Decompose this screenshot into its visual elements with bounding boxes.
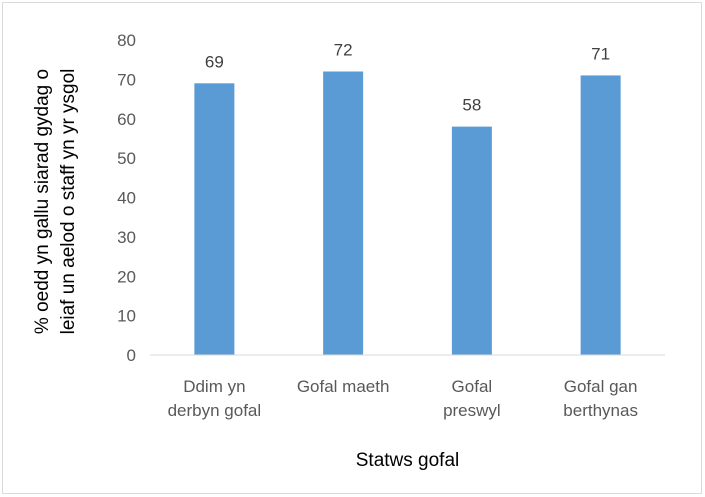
y-tick-label: 40 — [117, 189, 136, 208]
x-category-label: Gofal preswyl — [443, 377, 501, 420]
y-tick-label: 50 — [117, 149, 136, 168]
x-axis-categories: Ddim yn derbyn gofal Gofal maeth Gofal presw… — [168, 377, 638, 420]
y-axis-title: % oedd yn gallu siarad gydag o leiaf un a… — [32, 69, 79, 335]
x-category-label: Ddim yn derbyn gofal — [168, 377, 262, 420]
data-labels: 69 72 58 71 — [205, 41, 610, 115]
bar — [451, 126, 492, 355]
data-label: 71 — [591, 44, 610, 63]
y-tick-label: 30 — [117, 228, 136, 247]
y-axis-title-text: % oedd yn gallu siarad gydag o leiaf un a… — [32, 69, 79, 335]
bar — [194, 83, 235, 355]
y-tick-label: 70 — [117, 70, 136, 89]
x-category-label: Gofal maeth — [297, 377, 390, 396]
y-tick-label: 60 — [117, 110, 136, 129]
data-label: 58 — [462, 96, 481, 115]
y-tick-label: 80 — [117, 31, 136, 50]
y-tick-label: 0 — [127, 346, 136, 365]
x-category-label: Gofal gan berthynas — [563, 377, 638, 420]
data-label: 72 — [334, 41, 353, 60]
data-label: 69 — [205, 52, 224, 71]
bars — [194, 71, 621, 355]
bar — [323, 71, 364, 355]
y-axis: 0 10 20 30 40 50 60 70 80 — [117, 31, 136, 365]
y-tick-label: 20 — [117, 267, 136, 286]
bar — [580, 75, 621, 355]
y-tick-label: 10 — [117, 307, 136, 326]
x-axis-title: Statws gofal — [356, 450, 460, 471]
